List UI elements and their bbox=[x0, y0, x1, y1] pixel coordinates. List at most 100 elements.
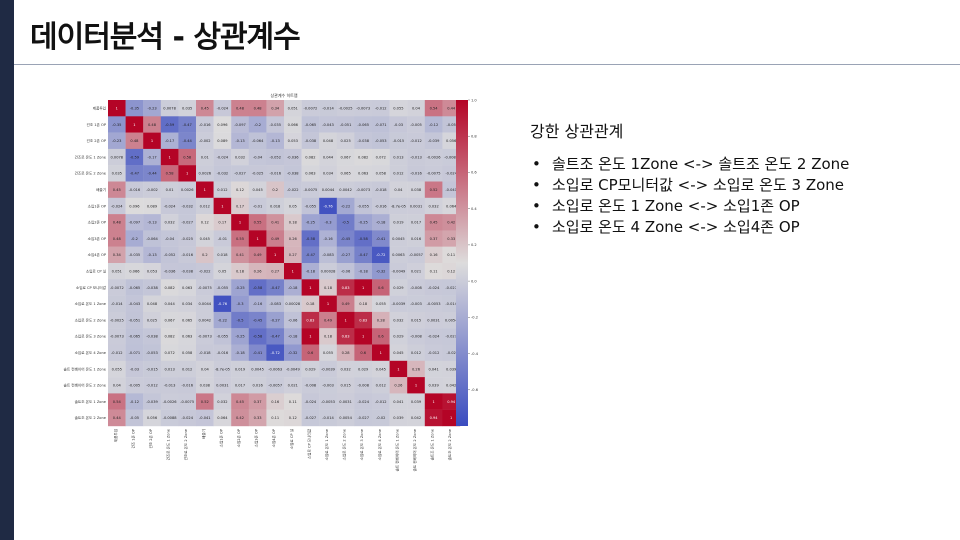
heatmap-cell-label: -0.024 bbox=[164, 204, 176, 208]
heatmap-cell-label: 0.04 bbox=[113, 384, 122, 388]
heatmap-cell bbox=[125, 328, 144, 345]
heatmap-cell-label: 0.018 bbox=[217, 253, 228, 257]
heatmap-cell bbox=[301, 230, 320, 247]
heatmap-cell-label: 0.013 bbox=[393, 155, 403, 159]
heatmap-cell-label: -0.027 bbox=[305, 416, 317, 420]
heatmap-cell bbox=[196, 214, 214, 231]
heatmap-cell bbox=[266, 344, 285, 361]
heatmap-cell bbox=[248, 393, 267, 410]
row-tick-label: 소입로 CP 실 bbox=[86, 268, 106, 273]
heatmap-cell-label: -0.035 bbox=[129, 253, 141, 257]
heatmap-cell bbox=[442, 116, 461, 133]
heatmap-cell-label: -0.01 bbox=[218, 237, 227, 241]
heatmap-cell-label: 0.089 bbox=[147, 204, 158, 208]
heatmap-cell-label: -0.013 bbox=[164, 384, 176, 388]
heatmap-cell-label: 0.55 bbox=[254, 221, 262, 225]
row-tick-label: 솔트 컨베이어 온도 2 Zone bbox=[64, 383, 107, 388]
heatmap-cell bbox=[231, 263, 249, 280]
heatmap-cell-label: 0.49 bbox=[324, 318, 333, 322]
heatmap-cell bbox=[354, 214, 373, 231]
heatmap-cell bbox=[442, 279, 461, 296]
heatmap-cell-label: 1 bbox=[327, 302, 329, 306]
heatmap-cell-label: -0.003 bbox=[410, 302, 422, 306]
heatmap-cell bbox=[284, 214, 302, 231]
row-tick-label: 소입2존 OP bbox=[88, 220, 107, 225]
heatmap-cell bbox=[319, 295, 337, 313]
heatmap-cell-label: 0.055 bbox=[323, 351, 333, 355]
heatmap-cell-label: 0.012 bbox=[411, 351, 421, 355]
heatmap-cell bbox=[372, 148, 390, 166]
heatmap-cell bbox=[248, 263, 267, 280]
heatmap-cell-label: -0.3 bbox=[236, 302, 243, 306]
heatmap-cell bbox=[319, 230, 337, 247]
row-tick-label: 소입로 온도 3 Zone bbox=[75, 334, 107, 339]
heatmap-cell-label: 0.18 bbox=[289, 221, 298, 225]
heatmap-cell-label: 0.05 bbox=[218, 269, 226, 273]
finding-item: 소입로 온도 1 Zone <-> 소입1존 OP bbox=[530, 196, 940, 217]
heatmap-cell bbox=[160, 230, 179, 247]
heatmap-cell bbox=[319, 132, 337, 150]
heatmap-cell-label: -0.16 bbox=[323, 237, 333, 241]
heatmap-cell bbox=[108, 409, 126, 427]
heatmap-cell bbox=[108, 100, 126, 117]
heatmap-cell-label: -0.005 bbox=[129, 384, 141, 388]
heatmap-cell bbox=[319, 100, 337, 117]
heatmap-cell bbox=[125, 165, 144, 182]
heatmap-cell-label: 1 bbox=[274, 253, 276, 257]
heatmap-cell-label: -0.0088 bbox=[163, 416, 178, 420]
heatmap-cell bbox=[407, 263, 425, 280]
heatmap-cell bbox=[213, 344, 232, 361]
heatmap-cell-label: -0.18 bbox=[306, 269, 316, 273]
heatmap-cell-label: 0.055 bbox=[376, 302, 386, 306]
column-tick-label: 솔트 컨베이어 온도 2 Zone bbox=[412, 428, 417, 471]
heatmap-cell-label: -0.024 bbox=[217, 106, 229, 110]
heatmap-cell-label: 0.0078 bbox=[163, 106, 176, 110]
heatmap-cell-label: 0.83 bbox=[359, 318, 367, 322]
heatmap-cell-label: -0.038 bbox=[146, 335, 158, 339]
heatmap-cell bbox=[319, 360, 337, 378]
heatmap-cell bbox=[407, 181, 425, 198]
heatmap-cell bbox=[178, 100, 197, 117]
heatmap-cell-label: -0.064 bbox=[252, 139, 264, 143]
heatmap-cell-label: 0.44 bbox=[113, 416, 122, 420]
heatmap-cell bbox=[354, 295, 373, 313]
heatmap-cell bbox=[407, 197, 425, 215]
heatmap-cell bbox=[442, 197, 461, 215]
heatmap-cell-label: -0.008 bbox=[305, 384, 317, 388]
heatmap-cell-label: -0.016 bbox=[181, 384, 193, 388]
heatmap-cell-label: -0.41 bbox=[376, 237, 385, 241]
heatmap-cell-label: 0.94 bbox=[447, 400, 456, 404]
heatmap-cell bbox=[336, 279, 355, 296]
heatmap-cell bbox=[143, 116, 161, 133]
heatmap-cell-label: 1 bbox=[397, 367, 399, 371]
heatmap-cell bbox=[284, 344, 302, 361]
heatmap-cell-label: 0.038 bbox=[200, 384, 211, 388]
heatmap-cell bbox=[354, 279, 373, 296]
heatmap-cell bbox=[178, 116, 197, 133]
heatmap-cell bbox=[266, 328, 285, 345]
heatmap-cell-label: -0.016 bbox=[269, 172, 281, 176]
heatmap-cell bbox=[389, 116, 408, 133]
heatmap-cell bbox=[266, 279, 285, 296]
heatmap-cell-label: 1 bbox=[362, 286, 364, 290]
heatmap-cell-label: 0.058 bbox=[182, 351, 193, 355]
row-tick-label: 소입4존 OP bbox=[88, 252, 107, 257]
heatmap-cell-label: -0.12 bbox=[130, 400, 139, 404]
heatmap-cell bbox=[301, 100, 320, 117]
heatmap-cell-label: 0.55 bbox=[236, 237, 244, 241]
heatmap-cell bbox=[108, 279, 126, 296]
row-tick-label: 솔트조 온도 1 Zone bbox=[75, 399, 107, 404]
heatmap-cell bbox=[354, 246, 373, 264]
column-tick-label: 소입3존 OP bbox=[254, 428, 259, 447]
heatmap-cell bbox=[196, 393, 214, 410]
heatmap-cell bbox=[442, 263, 461, 280]
heatmap-cell bbox=[266, 148, 285, 166]
heatmap-cell bbox=[231, 132, 249, 150]
heatmap-cell-label: 0.029 bbox=[393, 286, 404, 290]
heatmap-title: 상관계수 히트맵 bbox=[270, 92, 297, 98]
heatmap-cell-label: 1 bbox=[239, 221, 241, 225]
heatmap-cell-label: 0.053 bbox=[147, 269, 157, 273]
heatmap-cell-label: 0.18 bbox=[306, 302, 315, 306]
heatmap-cell-label: 0.34 bbox=[113, 253, 122, 257]
heatmap-cell-label: 0.26 bbox=[412, 367, 421, 371]
